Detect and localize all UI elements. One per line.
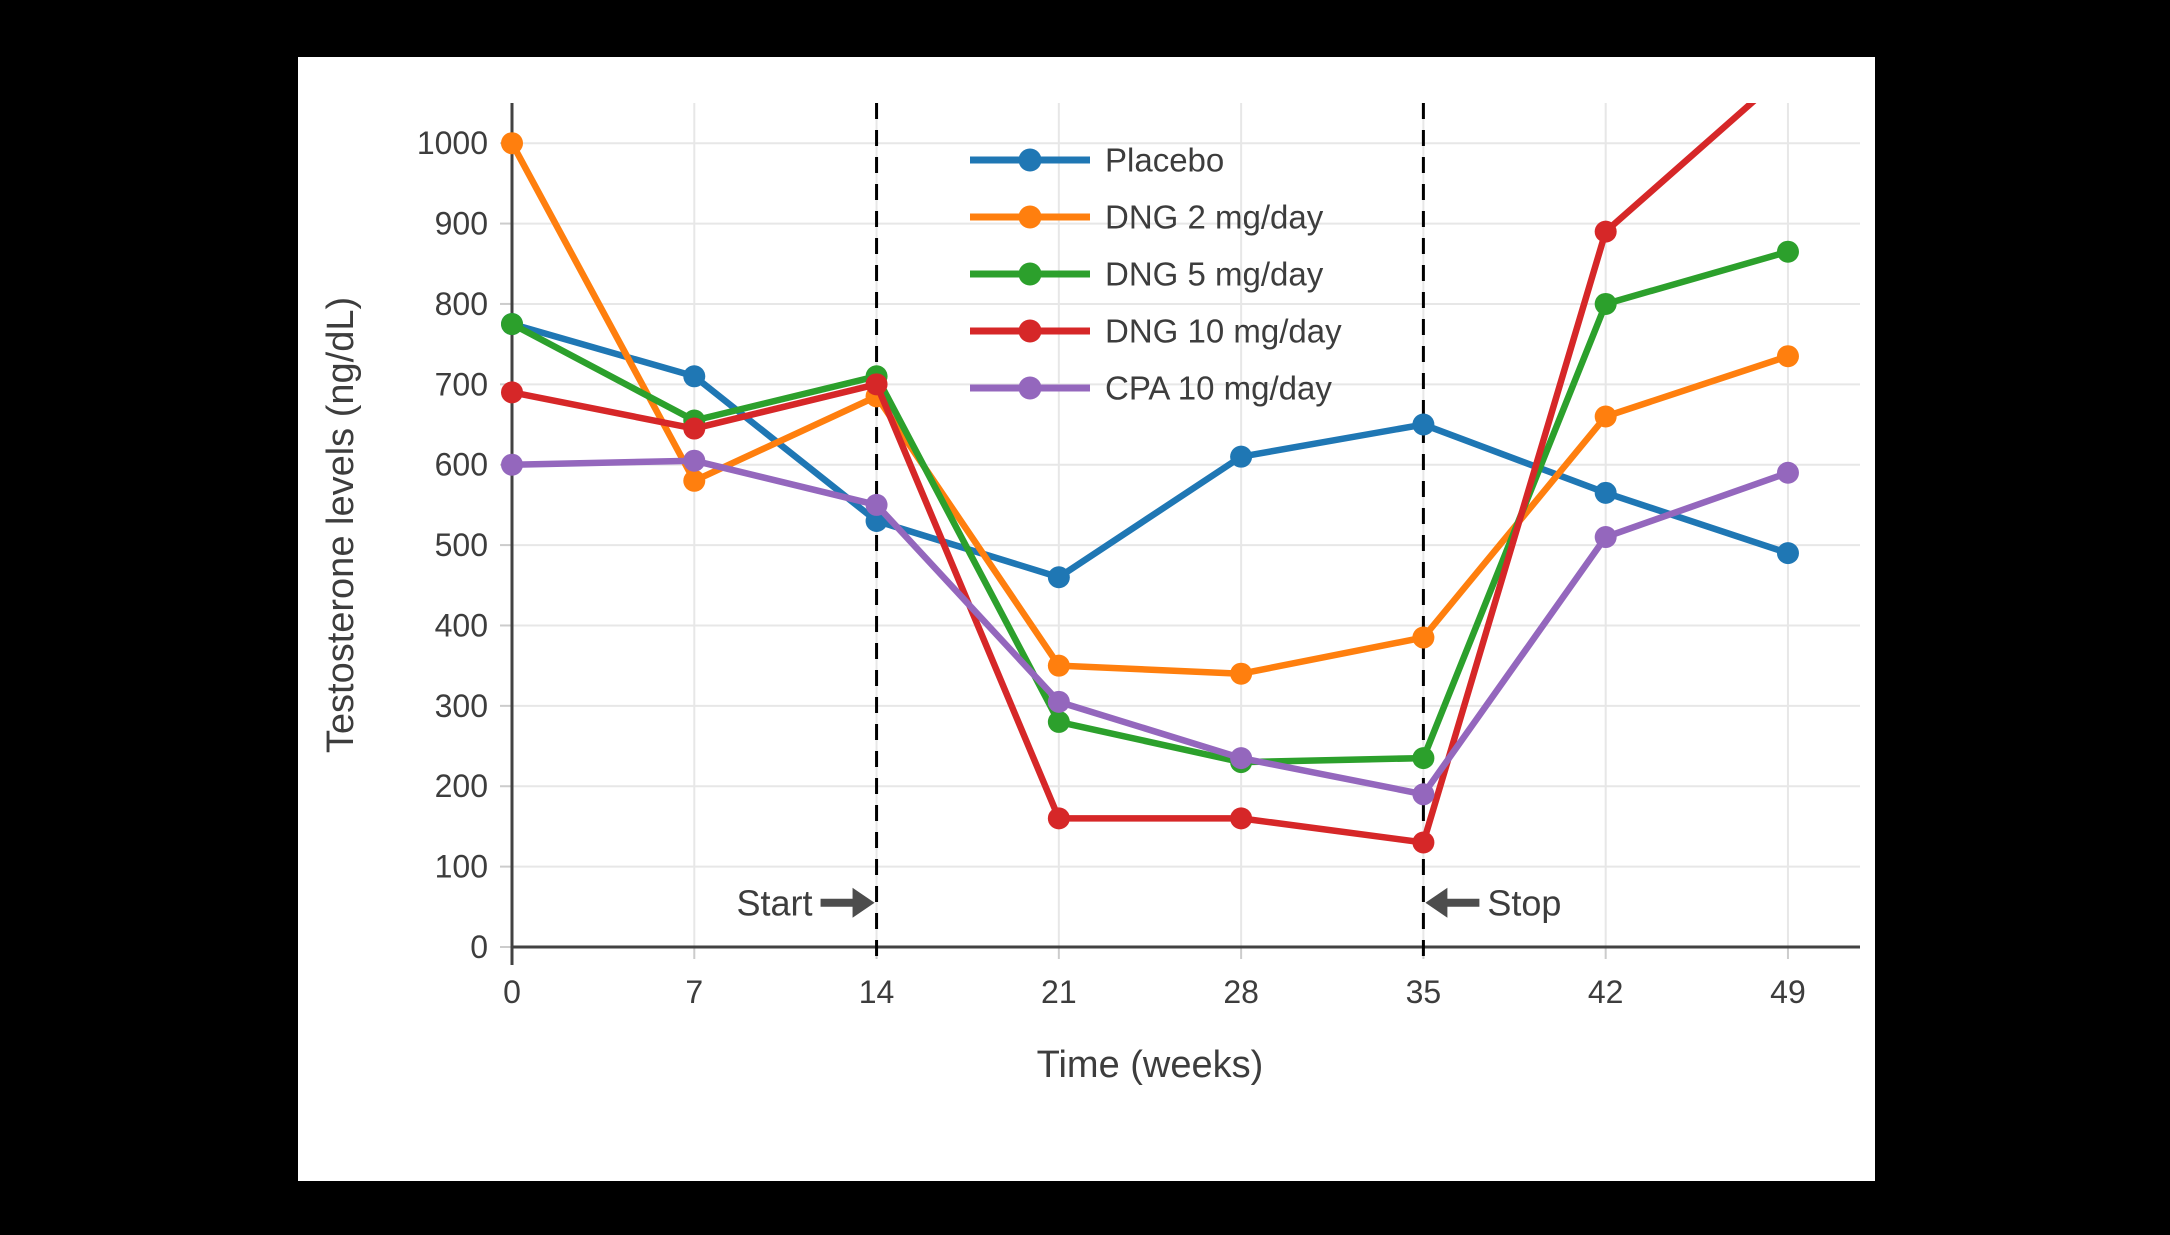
legend-label: DNG 10 mg/day	[1105, 313, 1342, 350]
data-point-dng-5-mg-day-week-0	[501, 313, 523, 336]
data-point-dng-2-mg-day-week-7	[683, 469, 706, 492]
testosterone-line-chart: 0 100 200 300 400 500 600 700 800 900 1000 0 7 14 21 28…	[320, 60, 1860, 1086]
right-arrow-icon	[820, 887, 875, 918]
data-point-placebo-week-7	[683, 365, 706, 388]
series-line-dng-10-mg-day	[508, 103, 1757, 846]
data-point-placebo-week-35	[1412, 413, 1435, 436]
legend-label: DNG 5 mg/day	[1105, 256, 1324, 293]
series-dng-10-mg-day	[501, 60, 1799, 854]
data-point-cpa-10-mg-day-week-14	[865, 493, 888, 516]
legend-item-placebo: Placebo	[970, 142, 1224, 179]
data-point-dng-5-mg-day-week-35	[1412, 747, 1435, 770]
data-point-dng-2-mg-day-week-35	[1412, 626, 1435, 649]
data-point-dng-10-mg-day-week-42	[1594, 220, 1617, 243]
legend-label: CPA 10 mg/day	[1105, 370, 1332, 407]
data-point-placebo-week-28	[1230, 445, 1253, 468]
y-tick-label: 600	[435, 447, 488, 483]
annotation-label: Stop	[1487, 882, 1561, 923]
legend-marker-dot	[1018, 376, 1042, 400]
legend: Placebo DNG 2 mg/day DNG 5 mg/day DNG 10 mg…	[970, 142, 1342, 407]
data-point-cpa-10-mg-day-week-0	[501, 453, 523, 476]
data-point-cpa-10-mg-day-week-42	[1594, 526, 1617, 549]
data-point-dng-10-mg-day-week-21	[1047, 807, 1070, 830]
data-point-dng-2-mg-day-week-49	[1776, 345, 1799, 368]
data-point-dng-2-mg-day-week-28	[1230, 662, 1253, 685]
y-tick-label: 300	[435, 688, 488, 724]
x-axis-title: Time (weeks)	[1037, 1044, 1264, 1086]
y-axis-title: Testosterone levels (ng/dL)	[320, 297, 362, 753]
data-point-dng-10-mg-day-week-0	[501, 381, 523, 404]
series-line-dng-5-mg-day	[508, 248, 1792, 766]
legend-item-dng-5-mg-day: DNG 5 mg/day	[970, 256, 1324, 293]
data-point-dng-10-mg-day-week-14	[865, 373, 888, 396]
data-point-dng-5-mg-day-week-49	[1776, 240, 1799, 263]
annotation-start: Start	[737, 882, 875, 923]
legend-item-dng-10-mg-day: DNG 10 mg/day	[970, 313, 1342, 350]
data-point-placebo-week-42	[1594, 481, 1617, 504]
x-tick-label: 7	[685, 974, 703, 1010]
y-tick-label: 200	[435, 768, 488, 804]
data-point-cpa-10-mg-day-week-7	[683, 449, 706, 472]
x-tick-label: 14	[859, 974, 895, 1010]
x-tick-label: 35	[1406, 974, 1442, 1010]
plot-series	[501, 60, 1799, 854]
data-point-dng-2-mg-day-week-0	[501, 132, 523, 155]
y-tick-label: 900	[435, 206, 488, 242]
x-tick-label: 42	[1588, 974, 1624, 1010]
series-line-cpa-10-mg-day	[508, 457, 1792, 798]
y-tick-label: 500	[435, 527, 488, 563]
data-point-dng-10-mg-day-week-28	[1230, 807, 1253, 830]
data-point-dng-10-mg-day-week-7	[683, 417, 706, 440]
legend-item-cpa-10-mg-day: CPA 10 mg/day	[970, 370, 1332, 407]
data-point-dng-5-mg-day-week-42	[1594, 292, 1617, 315]
data-point-cpa-10-mg-day-week-21	[1047, 690, 1070, 713]
data-point-dng-5-mg-day-week-21	[1047, 710, 1070, 733]
legend-label: Placebo	[1105, 142, 1224, 179]
y-tick-label: 400	[435, 607, 488, 643]
x-tick-label: 49	[1770, 974, 1806, 1010]
data-point-placebo-week-49	[1776, 542, 1799, 565]
data-point-cpa-10-mg-day-week-49	[1776, 461, 1799, 484]
chart-card: 0 100 200 300 400 500 600 700 800 900 1000 0 7 14 21 28…	[298, 57, 1875, 1181]
y-tick-label: 1000	[417, 125, 488, 161]
data-point-dng-2-mg-day-week-42	[1594, 405, 1617, 428]
series-line-placebo	[508, 320, 1792, 581]
series-placebo	[501, 313, 1799, 589]
legend-marker-dot	[1018, 205, 1042, 229]
x-tick-label: 21	[1041, 974, 1077, 1010]
x-tick-label: 0	[503, 974, 521, 1010]
legend-label: DNG 2 mg/day	[1105, 199, 1324, 236]
annotation-stop: Stop	[1425, 882, 1561, 923]
data-point-placebo-week-21	[1047, 566, 1070, 589]
left-arrow-icon	[1425, 887, 1480, 918]
data-point-dng-2-mg-day-week-21	[1047, 654, 1070, 677]
data-point-cpa-10-mg-day-week-35	[1412, 783, 1435, 806]
annotation-label: Start	[737, 882, 813, 923]
series-cpa-10-mg-day	[501, 449, 1799, 806]
y-tick-label: 800	[435, 286, 488, 322]
y-tick-label: 100	[435, 849, 488, 885]
legend-marker-dot	[1018, 148, 1042, 172]
x-tick-label: 28	[1223, 974, 1259, 1010]
legend-marker-dot	[1018, 262, 1042, 286]
y-tick-label: 700	[435, 366, 488, 402]
data-point-dng-10-mg-day-week-35	[1412, 831, 1435, 854]
y-tick-label: 0	[470, 929, 488, 965]
data-point-dng-10-mg-day-week-49	[1777, 60, 1799, 82]
data-point-cpa-10-mg-day-week-28	[1230, 747, 1253, 770]
legend-marker-dot	[1018, 319, 1042, 343]
legend-item-dng-2-mg-day: DNG 2 mg/day	[970, 199, 1324, 236]
